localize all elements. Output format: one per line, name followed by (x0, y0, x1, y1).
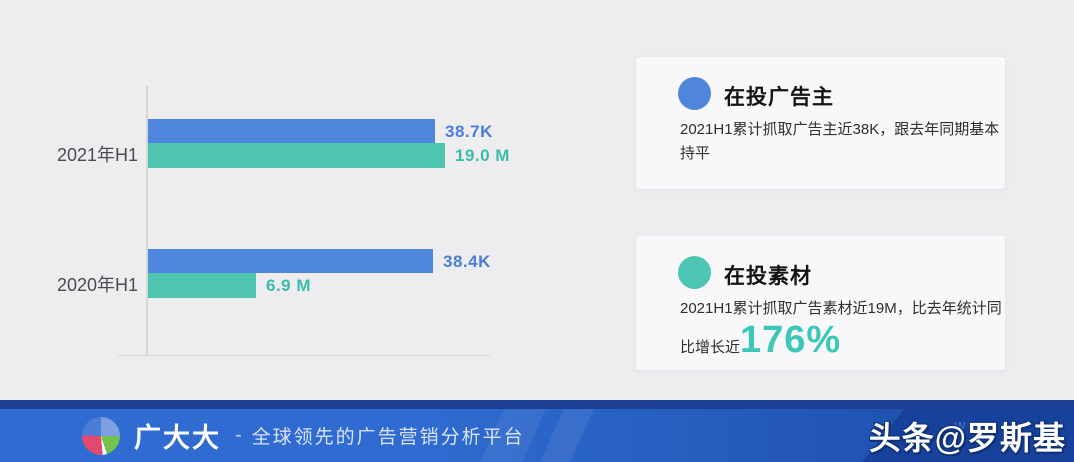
card-creatives-text: 2021H1累计抓取广告素材近19M，比去年统计同比增长近 (680, 300, 1002, 356)
advertisers-legend-dot (678, 77, 711, 110)
growth-percentage: 176% (740, 319, 842, 361)
guangdada-logo-icon (82, 416, 120, 455)
card-creatives-body: 2021H1累计抓取广告素材近19M，比去年统计同比增长近176% (680, 297, 1008, 360)
x-axis-line (118, 355, 490, 356)
brand-separator: - (235, 424, 242, 446)
card-creatives-title: 在投素材 (724, 265, 812, 288)
card-creatives: 在投素材 2021H1累计抓取广告素材近19M，比去年统计同比增长近176% (636, 236, 1005, 370)
bar-advertisers (148, 249, 433, 273)
category-label: 2020年H1 (56, 275, 138, 295)
card-advertisers-title: 在投广告主 (724, 86, 834, 109)
bar-value-label: 19.0 M (455, 146, 510, 165)
category-label: 2021年H1 (56, 145, 138, 165)
creatives-legend-dot (678, 256, 711, 289)
url-watermark: www (954, 417, 996, 434)
channel-watermark: 头条@罗斯基 (868, 419, 1066, 456)
footer-top-strip (0, 400, 1074, 409)
brand-tagline: 全球领先的广告营销分析平台 (251, 427, 525, 448)
bar-value-label: 38.7K (445, 122, 493, 141)
footer-bar: 广大大 - 全球领先的广告营销分析平台 www 头条@罗斯基 (0, 400, 1074, 462)
footer-main: 广大大 - 全球领先的广告营销分析平台 www 头条@罗斯基 (0, 409, 1074, 462)
bar-advertisers (148, 119, 435, 143)
bar-value-label: 38.4K (443, 252, 491, 271)
brand-name: 广大大 (134, 423, 221, 453)
bar-value-label: 6.9 M (266, 276, 312, 295)
card-advertisers-body: 2021H1累计抓取广告主近38K，跟去年同期基本持平 (680, 121, 1000, 162)
brand-row: 广大大 - 全球领先的广告营销分析平台 (82, 409, 525, 462)
bar-creatives (148, 143, 445, 168)
y-axis-line (146, 86, 148, 356)
bar-creatives (148, 273, 256, 298)
footer-streak (540, 409, 594, 462)
card-advertisers: 在投广告主 2021H1累计抓取广告主近38K，跟去年同期基本持平 (636, 57, 1005, 189)
